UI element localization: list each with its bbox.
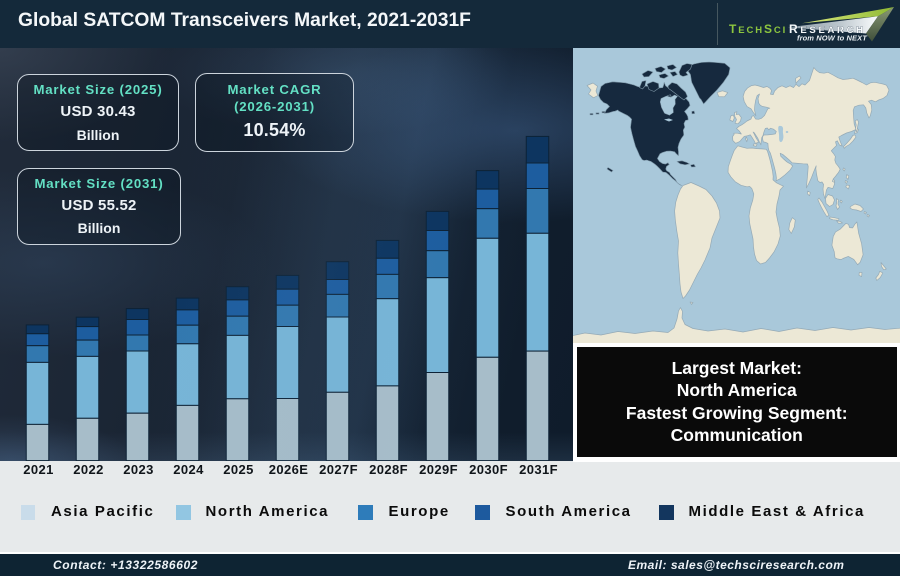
svg-text:RESEARCH: RESEARCH bbox=[789, 22, 866, 36]
svg-text:TECHSCI: TECHSCI bbox=[729, 22, 787, 36]
svg-text:from NOW to NEXT: from NOW to NEXT bbox=[797, 34, 868, 43]
